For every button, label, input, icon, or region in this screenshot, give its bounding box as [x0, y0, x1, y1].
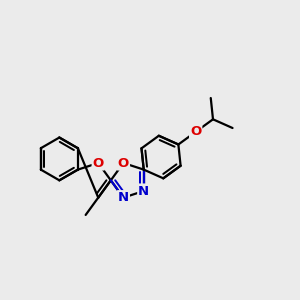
- Text: O: O: [190, 125, 201, 138]
- Text: N: N: [118, 191, 129, 204]
- Text: O: O: [118, 157, 129, 169]
- Text: O: O: [93, 157, 104, 169]
- Text: N: N: [138, 184, 149, 197]
